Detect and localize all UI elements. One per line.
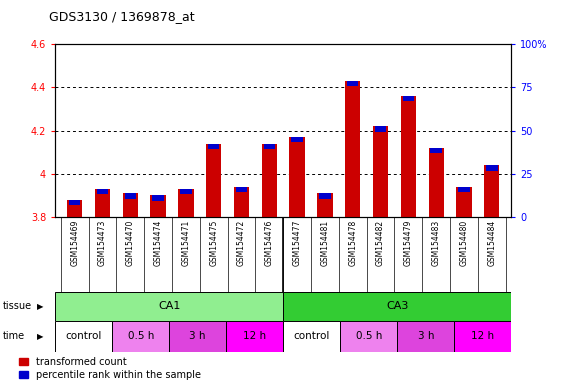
Bar bbox=[95, 189, 110, 217]
Bar bbox=[226, 321, 284, 352]
Bar bbox=[150, 195, 166, 217]
Text: GSM154474: GSM154474 bbox=[153, 220, 163, 266]
Bar bbox=[124, 193, 136, 199]
Bar bbox=[208, 144, 220, 149]
Bar bbox=[180, 189, 192, 194]
Bar bbox=[429, 148, 444, 217]
Bar bbox=[484, 165, 500, 217]
Bar bbox=[236, 187, 248, 192]
Bar bbox=[234, 187, 249, 217]
Bar bbox=[284, 292, 511, 321]
Bar bbox=[55, 292, 284, 321]
Text: 0.5 h: 0.5 h bbox=[356, 331, 382, 341]
Text: GSM154481: GSM154481 bbox=[321, 220, 329, 266]
Bar bbox=[373, 126, 388, 217]
Text: GSM154483: GSM154483 bbox=[432, 220, 441, 266]
Text: GSM154478: GSM154478 bbox=[348, 220, 357, 266]
Bar bbox=[112, 321, 169, 352]
Bar bbox=[456, 187, 472, 217]
Text: ▶: ▶ bbox=[37, 302, 44, 311]
Text: GSM154469: GSM154469 bbox=[70, 220, 79, 266]
Text: 0.5 h: 0.5 h bbox=[127, 331, 154, 341]
Bar bbox=[96, 189, 108, 194]
Text: GSM154473: GSM154473 bbox=[98, 220, 107, 266]
Text: control: control bbox=[66, 331, 102, 341]
Bar bbox=[169, 321, 226, 352]
Text: GSM154482: GSM154482 bbox=[376, 220, 385, 266]
Bar bbox=[292, 137, 303, 142]
Text: GDS3130 / 1369878_at: GDS3130 / 1369878_at bbox=[49, 10, 195, 23]
Bar bbox=[284, 321, 340, 352]
Bar bbox=[431, 148, 442, 153]
Bar bbox=[69, 200, 80, 205]
Bar bbox=[178, 189, 193, 217]
Text: tissue: tissue bbox=[3, 301, 32, 311]
Bar bbox=[55, 321, 112, 352]
Text: control: control bbox=[293, 331, 330, 341]
Bar bbox=[403, 96, 414, 101]
Text: 12 h: 12 h bbox=[243, 331, 266, 341]
Bar bbox=[375, 126, 386, 132]
Text: GSM154480: GSM154480 bbox=[460, 220, 468, 266]
Text: GSM154484: GSM154484 bbox=[487, 220, 496, 266]
Legend: transformed count, percentile rank within the sample: transformed count, percentile rank withi… bbox=[16, 353, 205, 384]
Bar bbox=[152, 195, 164, 201]
Bar bbox=[345, 81, 360, 217]
Bar bbox=[397, 321, 454, 352]
Bar bbox=[67, 200, 83, 217]
Bar bbox=[319, 193, 331, 199]
Text: time: time bbox=[3, 331, 25, 341]
Text: GSM154479: GSM154479 bbox=[404, 220, 413, 266]
Text: CA3: CA3 bbox=[386, 301, 408, 311]
Text: GSM154470: GSM154470 bbox=[125, 220, 135, 266]
Bar bbox=[401, 96, 416, 217]
Bar bbox=[264, 144, 275, 149]
Bar bbox=[206, 144, 221, 217]
Bar bbox=[123, 193, 138, 217]
Text: CA1: CA1 bbox=[158, 301, 181, 311]
Text: GSM154472: GSM154472 bbox=[237, 220, 246, 266]
Bar bbox=[486, 165, 497, 170]
Text: 12 h: 12 h bbox=[471, 331, 494, 341]
Bar bbox=[289, 137, 305, 217]
Bar bbox=[317, 193, 332, 217]
Text: GSM154476: GSM154476 bbox=[265, 220, 274, 266]
Bar bbox=[261, 144, 277, 217]
Text: 3 h: 3 h bbox=[418, 331, 434, 341]
Text: ▶: ▶ bbox=[37, 332, 44, 341]
Bar bbox=[454, 321, 511, 352]
Text: GSM154477: GSM154477 bbox=[293, 220, 302, 266]
Text: GSM154471: GSM154471 bbox=[181, 220, 191, 266]
Text: GSM154475: GSM154475 bbox=[209, 220, 218, 266]
Text: 3 h: 3 h bbox=[189, 331, 206, 341]
Bar bbox=[458, 187, 470, 192]
Bar bbox=[347, 81, 358, 86]
Bar bbox=[340, 321, 397, 352]
